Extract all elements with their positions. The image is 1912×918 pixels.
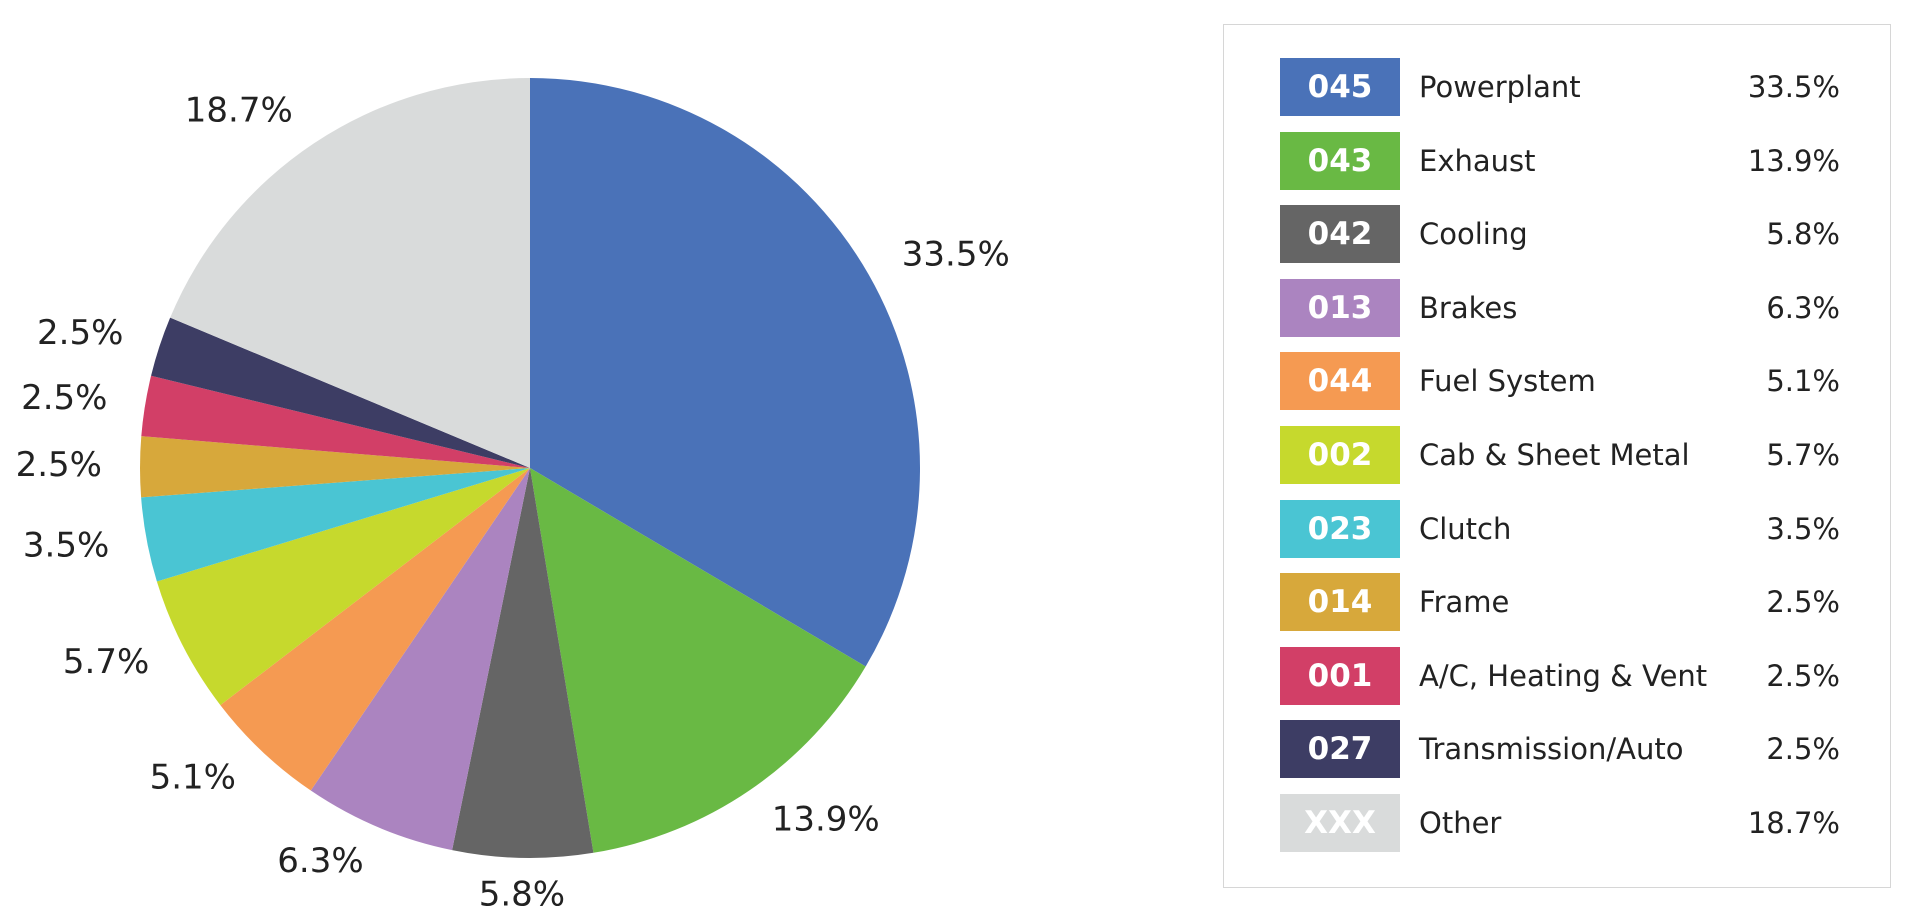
legend-name: Exhaust <box>1419 143 1536 178</box>
pie-labels: 33.5% 13.9% 5.8% 6.3% 5.1% 5.7% 3.5% 2.5% 2.5% 2.… <box>16 90 1010 914</box>
pie-slice-044 <box>220 468 530 791</box>
legend-name: Other <box>1419 806 1502 840</box>
legend-row-044: 044 Fuel System 5.1% <box>1280 352 1840 411</box>
pie-slice-014 <box>140 436 530 498</box>
legend-swatch-code: 001 <box>1280 646 1400 705</box>
legend-row-045: 045 Powerplant 33.5% <box>1280 58 1840 116</box>
legend-value: 33.5% <box>1747 70 1840 104</box>
pie-label-045: 33.5% <box>902 234 1010 274</box>
legend-value: 2.5% <box>1766 732 1840 767</box>
pie-slice-xxx <box>170 78 530 468</box>
pie-label-002: 5.7% <box>63 642 149 682</box>
legend-value: 5.8% <box>1766 217 1840 252</box>
legend-row-014: 014 Frame 2.5% <box>1280 573 1840 632</box>
pie-slice-002 <box>156 468 530 706</box>
legend-swatch-code: 044 <box>1280 352 1400 411</box>
pie-label-042: 5.8% <box>479 874 565 914</box>
legend-value: 13.9% <box>1747 143 1840 178</box>
pie-label-001: 2.5% <box>21 378 107 418</box>
legend-value: 5.7% <box>1766 438 1840 472</box>
legend-name: Powerplant <box>1419 70 1581 104</box>
legend-row-002: 002 Cab & Sheet Metal 5.7% <box>1280 426 1840 484</box>
legend-row-xxx: XXX Other 18.7% <box>1280 794 1840 852</box>
legend-swatch-code: 027 <box>1280 720 1400 779</box>
legend-name: Fuel System <box>1419 364 1596 399</box>
pie-slice-045 <box>530 78 921 667</box>
legend: 045 Powerplant 33.5% 043 Exhaust 13.9% 042 Cool… <box>1223 24 1891 888</box>
legend-swatch-code: 023 <box>1280 499 1400 558</box>
pie-label-027: 2.5% <box>37 313 123 353</box>
legend-swatch-code: 043 <box>1280 131 1400 190</box>
legend-swatch-code: 014 <box>1280 573 1400 632</box>
legend-row-023: 023 Clutch 3.5% <box>1280 499 1840 558</box>
legend-value: 2.5% <box>1766 658 1840 693</box>
legend-name: Frame <box>1419 585 1510 620</box>
legend-value: 2.5% <box>1766 585 1840 620</box>
legend-swatch-code: 013 <box>1280 278 1400 337</box>
pie-slice-043 <box>530 468 866 853</box>
pie-slices <box>140 78 921 859</box>
pie-slice-001 <box>141 375 531 468</box>
pie-label-043: 13.9% <box>772 800 880 840</box>
legend-name: Transmission/Auto <box>1419 732 1684 767</box>
pie-label-xxx: 18.7% <box>185 90 293 130</box>
pie-slice-023 <box>141 468 531 582</box>
pie-label-013: 6.3% <box>277 841 363 881</box>
legend-value: 6.3% <box>1766 290 1840 325</box>
legend-swatch-code: 002 <box>1280 426 1400 484</box>
legend-row-013: 013 Brakes 6.3% <box>1280 278 1840 337</box>
pie-slice-027 <box>151 317 530 468</box>
legend-value: 18.7% <box>1747 806 1840 840</box>
legend-name: Brakes <box>1419 290 1518 325</box>
legend-swatch-code: 042 <box>1280 205 1400 264</box>
pie-label-014: 2.5% <box>16 445 102 485</box>
legend-name: Clutch <box>1419 511 1512 546</box>
legend-swatch-code: XXX <box>1280 794 1400 852</box>
legend-row-043: 043 Exhaust 13.9% <box>1280 131 1840 190</box>
legend-row-042: 042 Cooling 5.8% <box>1280 205 1840 264</box>
pie-chart: 33.5% 13.9% 5.8% 6.3% 5.1% 5.7% 3.5% 2.5% 2.5% 2.… <box>16 78 1010 914</box>
legend-name: A/C, Heating & Vent <box>1419 658 1708 693</box>
pie-slice-042 <box>452 468 594 859</box>
legend-value: 5.1% <box>1766 364 1840 399</box>
legend-name: Cab & Sheet Metal <box>1419 438 1690 472</box>
legend-swatch-code: 045 <box>1280 58 1400 116</box>
legend-row-027: 027 Transmission/Auto 2.5% <box>1280 720 1840 779</box>
pie-label-044: 5.1% <box>150 758 236 798</box>
legend-row-001: 001 A/C, Heating & Vent 2.5% <box>1280 646 1840 705</box>
pie-slice-013 <box>310 468 530 851</box>
pie-label-023: 3.5% <box>23 525 109 565</box>
legend-value: 3.5% <box>1766 511 1840 546</box>
legend-name: Cooling <box>1419 217 1528 252</box>
